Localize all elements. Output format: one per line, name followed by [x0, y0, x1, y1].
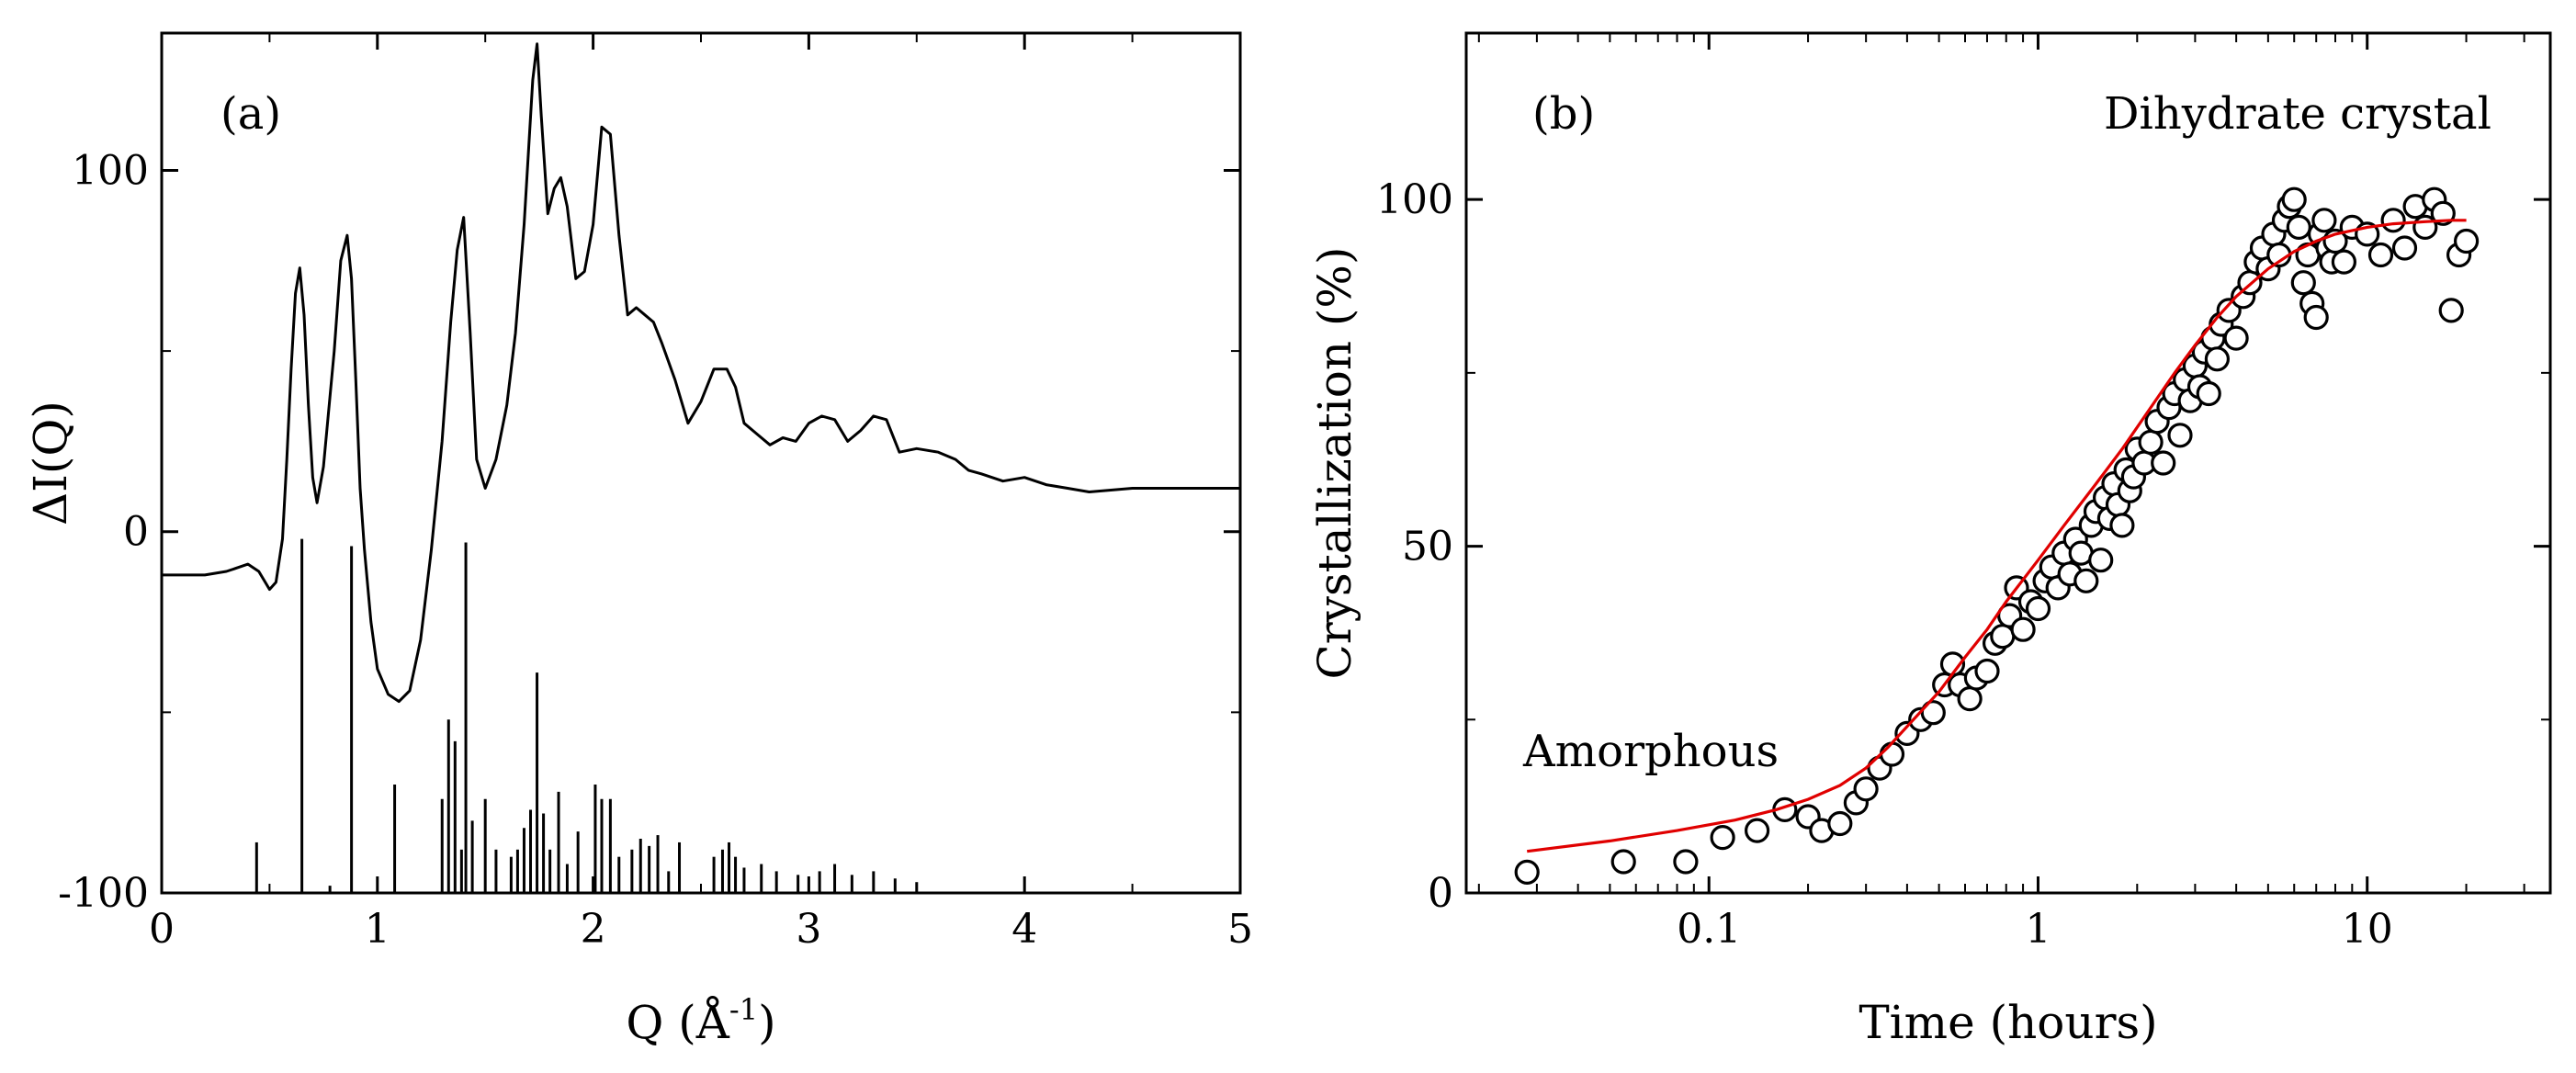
data-point: [1853, 776, 1879, 802]
y-tick-label: 100: [72, 147, 149, 194]
data-point: [1827, 810, 1853, 837]
panel-a-data: [162, 42, 1240, 893]
data-point: [2380, 208, 2406, 233]
data-point: [2430, 200, 2456, 226]
data-point: [2204, 346, 2230, 372]
panel-b-y-ticks: 0 50 100: [1376, 176, 2550, 917]
data-point: [1990, 624, 2016, 649]
x-tick-label: 0.1: [1677, 906, 1741, 953]
y-tick-label: -100: [58, 870, 149, 917]
x-tick-label: 4: [1011, 906, 1037, 953]
y-tick-label: 0: [1428, 870, 1453, 917]
panel-b-label: (b): [1532, 88, 1595, 140]
x-tick-label: 0: [149, 906, 175, 953]
panel-a-label: (a): [220, 88, 281, 140]
data-point: [1744, 818, 1770, 843]
panel-b-y-axis-title: Crystallization (%): [1308, 247, 1361, 680]
data-point: [2151, 450, 2176, 476]
panel-a-y-ticks: -100 0 100: [58, 147, 1240, 917]
data-point: [2331, 249, 2356, 275]
panel-a-x-ticks: 0 1 2 3 4 5: [149, 33, 1253, 953]
data-point: [1920, 700, 1946, 726]
x-tick-label: 5: [1227, 906, 1253, 953]
data-point: [1673, 849, 1699, 875]
data-point: [1974, 658, 2000, 684]
data-point: [1710, 824, 1735, 851]
data-point: [2286, 214, 2311, 240]
data-point: [1957, 685, 1983, 712]
panel-b: 0.1 1 10 0 50 100 (b) Dihydrate crystal Amor…: [1308, 31, 2552, 1049]
x-tick-label: 1: [2025, 906, 2051, 953]
x-tick-label: 10: [2342, 906, 2393, 953]
data-point: [1879, 741, 1905, 767]
data-point: [2311, 208, 2337, 233]
annotation-amorphous: Amorphous: [1522, 726, 1779, 777]
panel-a-y-axis-title: ΔI(Q): [24, 401, 77, 525]
panel-b-frame: [1464, 31, 2552, 895]
panel-a-x-axis-title: Q (Å-1): [626, 992, 775, 1049]
data-point: [2290, 270, 2316, 296]
delta-i-curve: [162, 42, 1240, 704]
data-point: [2454, 228, 2480, 254]
x-tick-label: 1: [365, 906, 390, 953]
data-point: [2223, 325, 2249, 351]
y-tick-label: 0: [123, 509, 149, 556]
data-point: [2010, 616, 2036, 642]
data-point: [2025, 595, 2051, 622]
data-point: [2138, 429, 2164, 455]
y-tick-label: 100: [1376, 176, 1453, 223]
fit-curve: [1527, 219, 2467, 853]
y-tick-label: 50: [1402, 524, 1453, 570]
data-point: [2109, 513, 2135, 538]
data-point: [2281, 186, 2307, 212]
data-point: [1514, 859, 1540, 886]
panel-b-x-axis-title: Time (hours): [1859, 996, 2157, 1049]
data-point: [2088, 548, 2114, 573]
x-tick-label: 3: [796, 906, 821, 953]
data-point: [2391, 235, 2418, 261]
annotation-dihydrate-crystal: Dihydrate crystal: [2104, 88, 2491, 140]
data-point: [2167, 423, 2193, 448]
data-point: [2303, 304, 2329, 331]
panel-b-x-ticks: 0.1 1 10: [1477, 33, 2525, 953]
data-point: [2073, 568, 2099, 593]
data-point: [2196, 380, 2221, 407]
data-point: [2438, 298, 2464, 323]
data-point: [2367, 242, 2394, 268]
x-tick-label: 2: [581, 906, 606, 953]
panel-b-data: [1514, 186, 2480, 886]
data-point: [1610, 849, 1636, 875]
